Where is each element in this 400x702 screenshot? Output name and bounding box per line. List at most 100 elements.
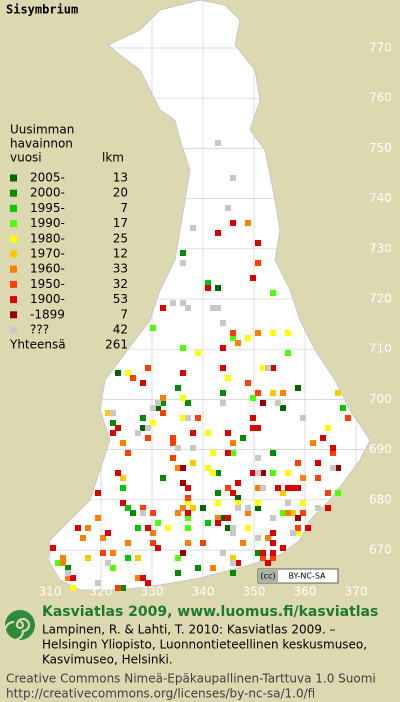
observation-square [115, 370, 121, 376]
legend-swatch [10, 326, 17, 334]
observation-square [215, 520, 221, 526]
observation-square [210, 470, 216, 476]
legend-count: 42 [113, 323, 128, 337]
northing-label: 670 [369, 543, 392, 557]
observation-square [185, 305, 191, 311]
observation-square [180, 260, 186, 266]
observation-square [150, 420, 156, 426]
observation-square [215, 500, 221, 506]
observation-square [265, 365, 271, 371]
observation-square [150, 530, 156, 536]
observation-square [280, 490, 286, 496]
observation-square [145, 435, 151, 441]
legend-count: 20 [113, 186, 128, 200]
observation-square [270, 390, 276, 396]
observation-square [120, 475, 126, 481]
observation-square [285, 510, 291, 516]
observation-square [135, 430, 141, 436]
observation-square [140, 505, 146, 511]
observation-square [185, 525, 191, 531]
observation-square [205, 465, 211, 471]
observation-square [270, 330, 276, 336]
observation-square [280, 405, 286, 411]
observation-square [180, 415, 186, 421]
observation-square [290, 485, 296, 491]
observation-square [305, 525, 311, 531]
observation-square [185, 540, 191, 546]
observation-square [60, 555, 66, 561]
observation-square [270, 550, 276, 556]
citation-line: Lampinen, R. & Lahti, T. 2010: Kasviatla… [42, 623, 336, 637]
observation-square [295, 525, 301, 531]
observation-square [80, 535, 86, 541]
observation-square [190, 505, 196, 511]
observation-square [225, 525, 231, 531]
easting-label: 330 [141, 585, 164, 599]
easting-label: 350 [243, 585, 266, 599]
observation-square [160, 305, 166, 311]
observation-square [205, 285, 211, 291]
observation-square [140, 380, 146, 386]
observation-square [140, 510, 146, 516]
observation-square [160, 400, 166, 406]
observation-square [180, 250, 186, 256]
observation-square [105, 560, 111, 566]
observation-square [210, 450, 216, 456]
observation-square [325, 490, 331, 496]
observation-square [100, 550, 106, 556]
observation-square [170, 455, 176, 461]
observation-square [335, 465, 341, 471]
observation-square [65, 575, 71, 581]
observation-square [220, 550, 226, 556]
observation-square [270, 515, 276, 521]
observation-square [295, 385, 301, 391]
observation-square [330, 445, 336, 451]
observation-square [175, 445, 181, 451]
legend-count: 33 [113, 262, 128, 276]
legend-count: 53 [113, 292, 128, 306]
observation-square [170, 440, 176, 446]
observation-square [160, 410, 166, 416]
legend-label: 2005- [30, 171, 65, 185]
observation-square [115, 425, 121, 431]
observation-square [145, 365, 151, 371]
legend-total: 261 [105, 338, 128, 352]
observation-square [320, 435, 326, 441]
legend-count: 25 [113, 231, 128, 245]
observation-square [155, 405, 161, 411]
observation-square [250, 425, 256, 431]
legend-swatch [10, 311, 17, 319]
observation-square [270, 530, 276, 536]
observation-square [260, 470, 266, 476]
northing-label: 760 [369, 91, 392, 105]
observation-square [85, 555, 91, 561]
observation-square [210, 305, 216, 311]
observation-square [255, 550, 261, 556]
observation-square [230, 335, 236, 341]
observation-square [180, 550, 186, 556]
observation-square [135, 575, 141, 581]
observation-square [315, 460, 321, 466]
observation-square [210, 565, 216, 571]
observation-square [185, 415, 191, 421]
observation-square [140, 425, 146, 431]
northing-label: 680 [369, 492, 392, 506]
svg-text:(cc): (cc) [260, 572, 275, 581]
observation-square [300, 500, 306, 506]
observation-square [190, 225, 196, 231]
observation-square [220, 345, 226, 351]
observation-square [180, 370, 186, 376]
observation-square [245, 335, 251, 341]
observation-square [190, 430, 196, 436]
citation-line: Helsingin Yliopisto, Luonnontieteellinen… [42, 638, 367, 652]
observation-square [225, 205, 231, 211]
legend-swatch [10, 189, 17, 197]
observation-square [285, 470, 291, 476]
observation-square [120, 485, 126, 491]
observation-square [125, 370, 131, 376]
observation-square [230, 525, 236, 531]
observation-square [245, 505, 251, 511]
observation-square [155, 400, 161, 406]
observation-square [230, 220, 236, 226]
